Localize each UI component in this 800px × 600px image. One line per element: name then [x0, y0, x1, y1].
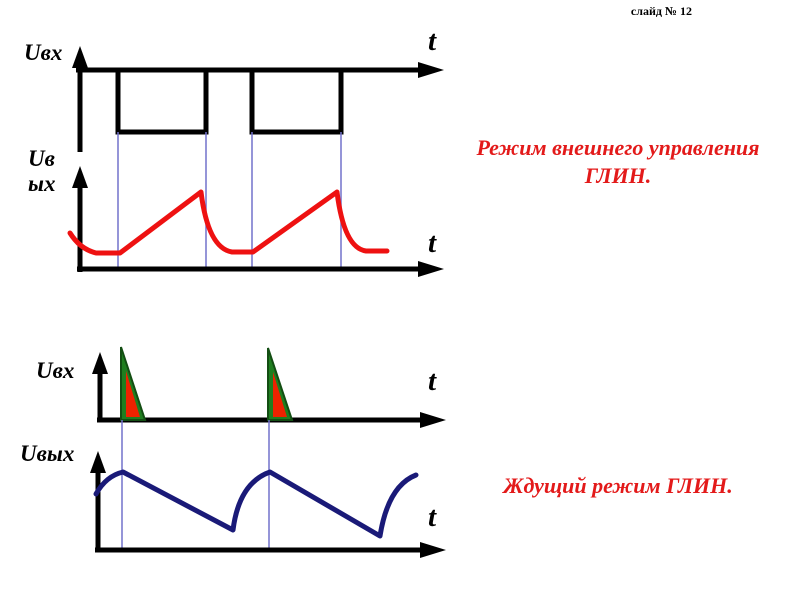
- t-axis-label-top-output: t: [428, 227, 437, 259]
- diagram-top-input: [72, 46, 444, 152]
- t-axis-label-bottom-input: t: [428, 365, 437, 397]
- arrow-up-icon: [92, 352, 108, 374]
- sawtooth-wave-red: [67, 189, 390, 256]
- arrow-up-icon: [72, 166, 88, 188]
- slide-number: слайд № 12: [630, 4, 692, 18]
- arrow-right-icon: [418, 261, 444, 277]
- y-axis-label-bottom-output: Uвых: [20, 441, 75, 466]
- trigger-pulse-red: [273, 372, 287, 417]
- y-axis-label-bottom-input: Uвх: [36, 358, 75, 383]
- caption-external-mode: Режим внешнего управления ГЛИН.: [476, 135, 760, 188]
- t-axis-label-top-input: t: [428, 25, 437, 57]
- diagram-top-output: [67, 166, 444, 277]
- arrow-up-icon: [90, 451, 106, 473]
- trigger-pulse-red: [126, 371, 140, 417]
- guide-lines-top: [117, 132, 342, 271]
- arrow-right-icon: [418, 62, 444, 78]
- caption-standby-mode: Ждущий режим ГЛИН.: [503, 473, 733, 498]
- arrow-right-icon: [420, 542, 446, 558]
- t-axis-label-bottom-output: t: [428, 501, 437, 533]
- y-axis-label-top-input: Uвх: [24, 40, 63, 65]
- diagram-bottom-input: [92, 346, 446, 428]
- arrow-up-icon: [72, 46, 88, 68]
- y-axis-label-top-output: Uв ых: [28, 146, 56, 197]
- arrow-right-icon: [420, 412, 446, 428]
- guide-lines-bottom: [121, 420, 270, 550]
- sawtooth-wave-navy: [93, 469, 419, 539]
- diagram-bottom-output: [90, 451, 446, 558]
- square-wave: [115, 70, 344, 135]
